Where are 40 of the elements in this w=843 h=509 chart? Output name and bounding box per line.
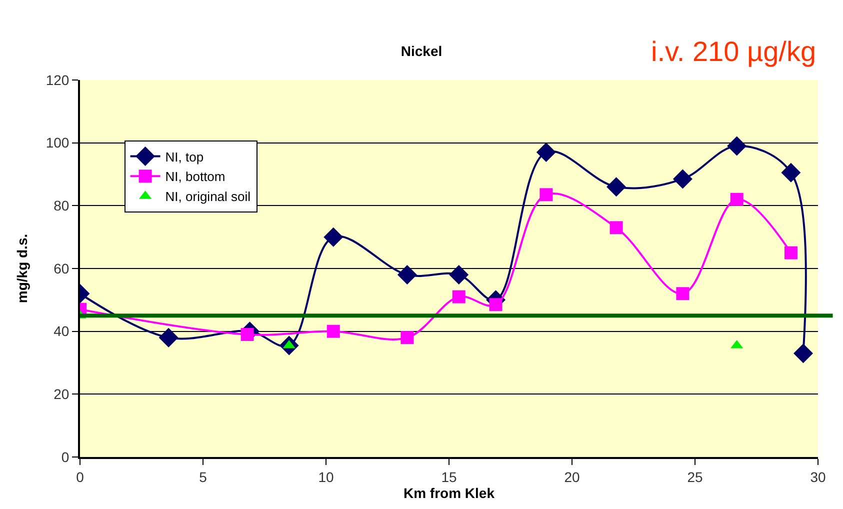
point xyxy=(676,287,690,300)
point xyxy=(781,162,801,182)
point xyxy=(793,344,813,364)
point xyxy=(610,221,623,234)
legend-label: NI, original soil xyxy=(165,189,251,204)
point xyxy=(727,136,747,156)
text: i.v. 210 µg/kg xyxy=(651,36,816,67)
x-tick-label: 5 xyxy=(199,468,208,485)
x-tick-label: 15 xyxy=(441,468,457,485)
x-axis-title: Km from Klek xyxy=(403,484,495,501)
point xyxy=(489,298,502,312)
y-tick-label: 120 xyxy=(46,72,70,88)
x-tick-label: 10 xyxy=(318,468,334,485)
x-tick-label: 25 xyxy=(687,468,703,485)
point xyxy=(672,169,692,189)
point xyxy=(449,265,469,285)
point xyxy=(536,142,556,162)
y-tick-label: 100 xyxy=(46,134,70,151)
x-tick-label: 20 xyxy=(564,468,580,485)
point xyxy=(158,328,178,348)
point xyxy=(326,324,340,338)
x-tick-label: 0 xyxy=(76,468,84,485)
y-tick-label: 80 xyxy=(54,198,70,214)
point xyxy=(400,331,414,344)
y-tick-label: 20 xyxy=(54,386,70,402)
point xyxy=(324,227,344,247)
x-tick-label: 30 xyxy=(810,468,826,485)
point xyxy=(452,290,466,304)
y-tick-label: 40 xyxy=(54,323,70,340)
chart-title: Nickel xyxy=(400,42,442,59)
point xyxy=(784,246,798,260)
point xyxy=(540,188,553,202)
point xyxy=(730,192,744,206)
point xyxy=(397,265,417,285)
y-tick-label: 60 xyxy=(54,260,70,276)
y-axis-title: mg/kg d.s. xyxy=(14,234,30,304)
legend-label: NI, bottom xyxy=(165,169,226,184)
legend-label: NI, top xyxy=(165,149,204,164)
y-tick-label: 0 xyxy=(61,448,70,465)
point xyxy=(606,177,626,197)
